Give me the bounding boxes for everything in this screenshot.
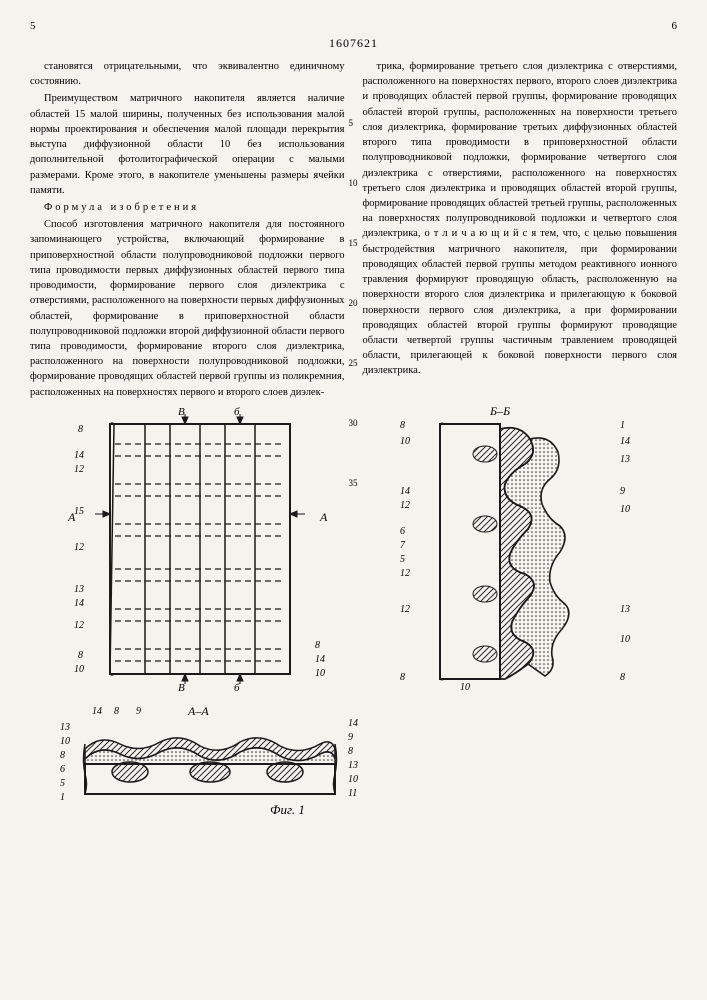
callout: 10 — [620, 634, 630, 645]
section-title: Б–Б — [490, 404, 510, 419]
callout: 1 — [60, 792, 65, 803]
callout: 13 — [74, 584, 84, 595]
callout: 13 — [348, 760, 358, 771]
callout: 10 — [348, 774, 358, 785]
page-col-right-num: 6 — [672, 20, 678, 32]
callout: 7 — [400, 540, 405, 551]
callout: 13 — [620, 454, 630, 465]
callout: 8 — [60, 750, 65, 761]
callout: 12 — [74, 542, 84, 553]
callout: 10 — [60, 736, 70, 747]
callout: 8 — [400, 420, 405, 431]
callout: 14 — [74, 598, 84, 609]
callout: 10 — [315, 668, 325, 679]
figures-area: 8 14 12 15 12 13 14 12 8 10 10 14 8 А А … — [30, 414, 677, 844]
callout: 9 — [620, 486, 625, 497]
callout: 10 — [460, 682, 470, 693]
line-num: 20 — [349, 297, 358, 310]
callout: 13 — [620, 604, 630, 615]
figure-section-bb — [410, 414, 620, 694]
callout: 8 — [315, 640, 320, 651]
callout: 10 — [620, 504, 630, 515]
page-col-left-num: 5 — [30, 20, 36, 32]
callout: 9 — [348, 732, 353, 743]
formula-title: Формула изобретения — [30, 200, 345, 215]
document-number: 1607621 — [30, 36, 677, 51]
callout: 14 — [315, 654, 325, 665]
callout: 9 — [136, 706, 141, 717]
callout: 8 — [78, 650, 83, 661]
para: трика, формирование третьего слоя диэлек… — [363, 59, 678, 379]
callout: 14 — [620, 436, 630, 447]
callout: 6 — [60, 764, 65, 775]
left-column: становятся отрицательными, что эквивален… — [30, 59, 345, 402]
section-marker: А — [68, 510, 75, 525]
callout: 1 — [620, 420, 625, 431]
callout: 13 — [60, 722, 70, 733]
section-marker: б — [234, 682, 240, 694]
line-num: 5 — [349, 117, 354, 130]
para: становятся отрицательными, что эквивален… — [30, 59, 345, 89]
figure-plan-view — [90, 414, 310, 694]
figure-section-aa — [70, 714, 350, 804]
callout: 15 — [74, 506, 84, 517]
callout: 12 — [74, 464, 84, 475]
callout: 12 — [400, 568, 410, 579]
line-num: 25 — [349, 357, 358, 370]
callout: 8 — [348, 746, 353, 757]
right-column: 5 10 15 20 25 30 35 трика, формирование … — [363, 59, 678, 402]
callout: 14 — [400, 486, 410, 497]
callout: 10 — [400, 436, 410, 447]
callout: 14 — [92, 706, 102, 717]
callout: 14 — [348, 718, 358, 729]
callout: 10 — [74, 664, 84, 675]
callout: 12 — [400, 604, 410, 615]
line-num: 15 — [349, 237, 358, 250]
callout: 8 — [114, 706, 119, 717]
figure-label: Фиг. 1 — [270, 802, 305, 818]
section-marker: В — [178, 406, 185, 418]
callout: 12 — [400, 500, 410, 511]
para: Способ изготовления матричного накопител… — [30, 217, 345, 400]
callout: 11 — [348, 788, 357, 799]
callout: 6 — [400, 526, 405, 537]
section-marker: В — [178, 682, 185, 694]
callout: 5 — [60, 778, 65, 789]
callout: 5 — [400, 554, 405, 565]
callout: 8 — [620, 672, 625, 683]
callout: 8 — [400, 672, 405, 683]
section-marker: А — [320, 510, 327, 525]
line-num: 10 — [349, 177, 358, 190]
section-marker: б — [234, 406, 240, 418]
para: Преимуществом матричного накопителя явля… — [30, 91, 345, 198]
callout: 12 — [74, 620, 84, 631]
callout: 8 — [78, 424, 83, 435]
callout: 14 — [74, 450, 84, 461]
